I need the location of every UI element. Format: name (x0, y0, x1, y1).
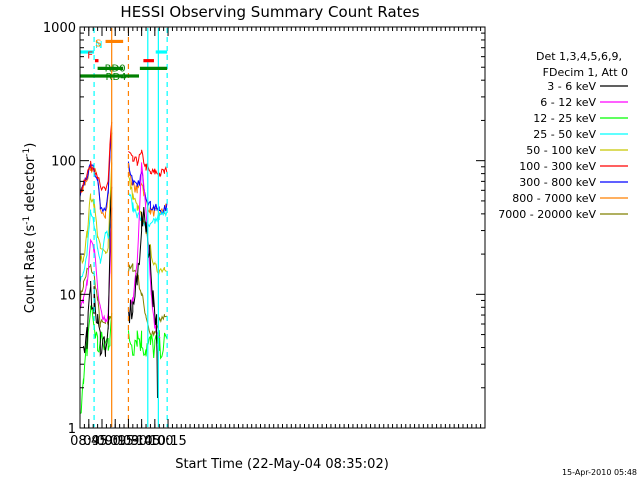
x-tick-label: 10:15 (149, 434, 186, 449)
series-line (79, 121, 168, 193)
chart-title: HESSI Observing Summary Count Rates (120, 3, 419, 21)
legend-label: 800 - 7000 keV (512, 192, 596, 205)
legend-header-2: FDecim 1, Att 0 (543, 66, 628, 79)
legend-label: 3 - 6 keV (547, 80, 596, 93)
legend-label: 7000 - 20000 keV (498, 208, 596, 221)
legend: Det 1,3,4,5,6,9, FDecim 1, Att 0 3 - 6 k… (498, 50, 628, 221)
legend-label: 12 - 25 keV (533, 112, 596, 125)
vline-layer (93, 28, 168, 427)
series-layer (79, 121, 168, 414)
x-tick-label: 10:00 (136, 434, 173, 449)
y-label-end: ) (23, 143, 38, 148)
legend-label: 25 - 50 keV (533, 128, 596, 141)
flag-label-f: F (87, 51, 93, 62)
y-label-sup-1: -1 (22, 216, 32, 225)
flag-label-n: N (95, 40, 102, 51)
y-label-sup-2: -1 (22, 148, 32, 157)
flag-label-s: S (95, 38, 101, 49)
plot-frame (79, 26, 486, 429)
footer-date: 15-Apr-2010 05:48 (562, 468, 637, 477)
x-tick-label: 08:45 (70, 434, 107, 449)
legend-label: 300 - 800 keV (519, 176, 596, 189)
series-line (83, 186, 158, 399)
x-tick-label: 09:30 (110, 434, 147, 449)
series-line (79, 304, 168, 414)
legend-label: 6 - 12 keV (540, 96, 596, 109)
y-axis: 1 10 100 1000 (43, 21, 485, 437)
y-tick-label: 1 (68, 422, 76, 437)
legend-label: 50 - 100 keV (526, 144, 596, 157)
y-tick-label: 1000 (43, 21, 76, 36)
y-tick-label: 10 (59, 288, 76, 303)
x-tick-label: 09:45 (123, 434, 160, 449)
y-label-main: Count Rate (s (23, 225, 38, 314)
legend-label: 100 - 300 keV (519, 160, 596, 173)
x-tick-label: 09:15 (96, 434, 133, 449)
y-label-tail: detector (23, 156, 38, 216)
legend-header-1: Det 1,3,4,5,6,9, (536, 50, 622, 63)
y-axis-label: Count Rate (s-1 detector-1) (22, 143, 38, 314)
y-tick-label: 100 (51, 155, 76, 170)
legend-items: 3 - 6 keV 6 - 12 keV 12 - 25 keV 25 - 50 ke… (498, 80, 628, 221)
x-tick-label: 09:00 (83, 434, 120, 449)
flag-label-rd4: RD4 (106, 72, 127, 83)
flag-label-rd0: RD0 (105, 63, 126, 74)
x-axis-label: Start Time (22-May-04 08:35:02) (175, 457, 389, 472)
